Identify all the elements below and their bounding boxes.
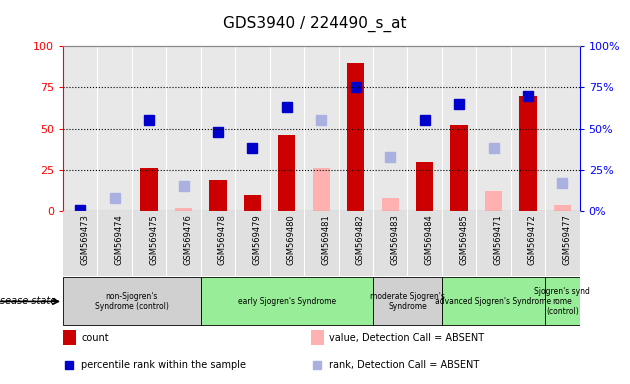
Bar xyxy=(312,168,330,211)
Bar xyxy=(545,278,580,325)
Bar xyxy=(63,211,98,276)
Bar xyxy=(476,46,511,211)
Text: GSM569478: GSM569478 xyxy=(218,214,227,265)
Bar xyxy=(373,211,408,276)
Text: GSM569473: GSM569473 xyxy=(80,214,89,265)
Bar xyxy=(201,46,235,211)
Bar xyxy=(244,195,261,211)
Bar xyxy=(373,46,408,211)
Bar xyxy=(554,205,571,211)
Bar xyxy=(201,278,373,325)
Bar xyxy=(98,211,132,276)
Text: value, Detection Call = ABSENT: value, Detection Call = ABSENT xyxy=(329,333,484,343)
Text: Sjogren's synd
rome
(control): Sjogren's synd rome (control) xyxy=(534,286,590,316)
Bar xyxy=(338,211,373,276)
Bar xyxy=(545,46,580,211)
Bar xyxy=(408,46,442,211)
Text: rank, Detection Call = ABSENT: rank, Detection Call = ABSENT xyxy=(329,360,479,370)
Bar xyxy=(63,46,98,211)
Bar xyxy=(166,46,201,211)
Text: GSM569480: GSM569480 xyxy=(287,214,296,265)
Bar xyxy=(175,208,192,211)
Text: disease state: disease state xyxy=(0,296,57,306)
Bar xyxy=(519,96,537,211)
Bar xyxy=(132,46,166,211)
Bar xyxy=(209,180,227,211)
Bar xyxy=(382,198,399,211)
Bar xyxy=(132,211,166,276)
Bar xyxy=(235,46,270,211)
Text: GSM569479: GSM569479 xyxy=(253,214,261,265)
Text: moderate Sjogren's
Syndrome: moderate Sjogren's Syndrome xyxy=(370,292,445,311)
Bar xyxy=(511,211,545,276)
Bar xyxy=(545,211,580,276)
Text: early Sjogren's Syndrome: early Sjogren's Syndrome xyxy=(238,297,336,306)
Bar xyxy=(416,162,433,211)
Bar xyxy=(338,46,373,211)
Text: count: count xyxy=(81,333,109,343)
Text: GSM569475: GSM569475 xyxy=(149,214,158,265)
Bar xyxy=(304,46,338,211)
Text: GSM569477: GSM569477 xyxy=(563,214,571,265)
Text: GSM569483: GSM569483 xyxy=(390,214,399,265)
Bar xyxy=(304,211,338,276)
Bar xyxy=(442,278,545,325)
Bar xyxy=(485,191,502,211)
Bar xyxy=(201,211,235,276)
Text: GSM569482: GSM569482 xyxy=(356,214,365,265)
Bar xyxy=(408,211,442,276)
Text: GSM569476: GSM569476 xyxy=(183,214,193,265)
Bar xyxy=(140,168,158,211)
Bar xyxy=(442,211,476,276)
Bar xyxy=(270,211,304,276)
Text: non-Sjogren's
Syndrome (control): non-Sjogren's Syndrome (control) xyxy=(95,292,169,311)
Bar xyxy=(278,135,295,211)
Bar xyxy=(347,63,364,211)
Bar xyxy=(63,278,201,325)
Text: GSM569485: GSM569485 xyxy=(459,214,468,265)
Bar xyxy=(270,46,304,211)
Bar xyxy=(63,329,76,346)
Text: GSM569484: GSM569484 xyxy=(425,214,433,265)
Bar xyxy=(98,46,132,211)
Text: percentile rank within the sample: percentile rank within the sample xyxy=(81,360,246,370)
Text: GSM569472: GSM569472 xyxy=(528,214,537,265)
Text: advanced Sjogren's Syndrome: advanced Sjogren's Syndrome xyxy=(435,297,551,306)
Bar xyxy=(476,211,511,276)
Bar xyxy=(442,46,476,211)
Bar xyxy=(511,46,545,211)
Bar xyxy=(166,211,201,276)
Bar xyxy=(373,278,442,325)
Bar xyxy=(450,125,467,211)
Text: GSM569481: GSM569481 xyxy=(321,214,330,265)
Text: GDS3940 / 224490_s_at: GDS3940 / 224490_s_at xyxy=(223,15,407,31)
Text: GSM569474: GSM569474 xyxy=(115,214,123,265)
Bar xyxy=(235,211,270,276)
Text: GSM569471: GSM569471 xyxy=(493,214,503,265)
Bar xyxy=(311,329,324,346)
